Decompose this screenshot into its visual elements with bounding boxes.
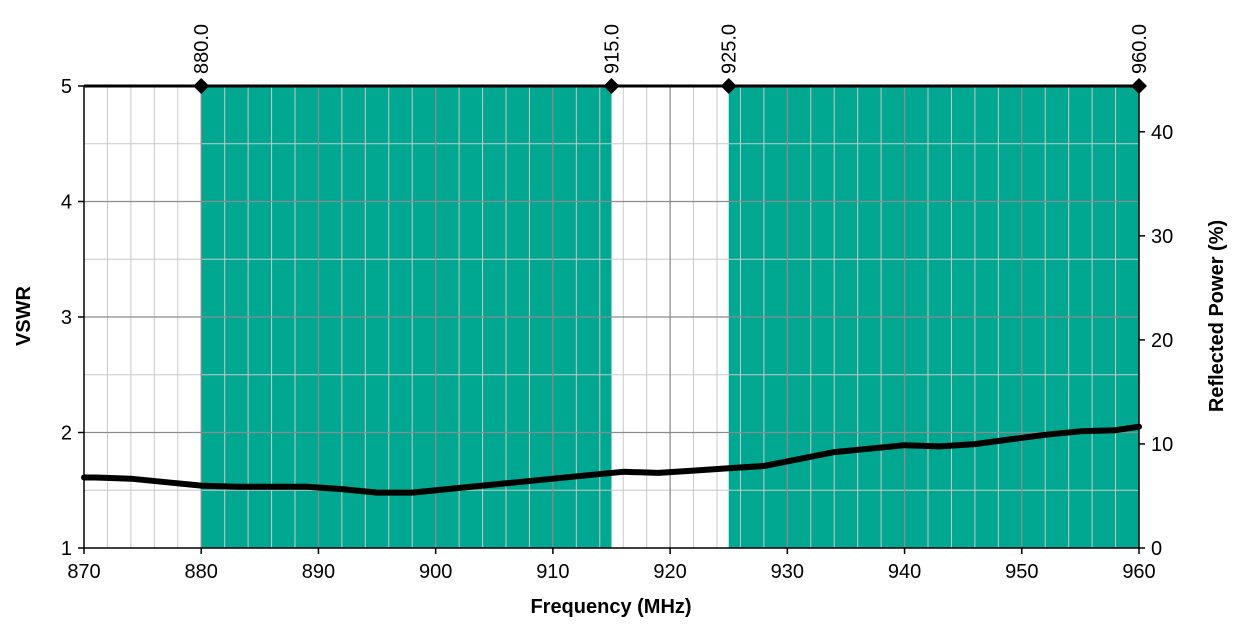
marker-label: 880.0 xyxy=(191,24,213,74)
x-tick-label: 890 xyxy=(302,561,335,583)
x-tick-label: 900 xyxy=(419,561,452,583)
vswr-series-line xyxy=(81,423,1142,496)
marker-diamond xyxy=(193,78,210,94)
grid-lines xyxy=(84,86,1139,548)
series-layer xyxy=(81,423,1142,496)
y-axis-title: VSWR xyxy=(13,285,35,346)
y-tick-label: 4 xyxy=(61,192,72,214)
x-tick-label: 920 xyxy=(653,561,686,583)
y2-tick-label: 40 xyxy=(1151,122,1173,144)
x-tick-label: 870 xyxy=(67,561,100,583)
y2-tick-label: 20 xyxy=(1151,330,1173,352)
tick-labels: 870 880 890 900 910 920 930 940 950 960 1 2 3 4 5 0 10 20… xyxy=(61,76,1173,583)
marker-diamond xyxy=(720,78,737,94)
x-tick-label: 960 xyxy=(1122,561,1155,583)
band-markers: 880.0 915.0 925.0 960.0 xyxy=(191,24,1151,94)
y2-tick-label: 10 xyxy=(1151,434,1173,456)
x-tick-label: 880 xyxy=(185,561,218,583)
y2-tick-label: 0 xyxy=(1151,538,1162,560)
marker-label: 915.0 xyxy=(602,24,624,74)
y2-axis-title: Reflected Power (%) xyxy=(1206,220,1228,412)
y-tick-label: 1 xyxy=(61,538,72,560)
marker-diamond xyxy=(1131,78,1147,94)
marker-diamond xyxy=(603,78,620,94)
y-tick-label: 5 xyxy=(61,76,72,98)
y2-tick-label: 30 xyxy=(1151,226,1173,248)
x-tick-label: 950 xyxy=(1005,561,1038,583)
y-tick-label: 2 xyxy=(61,423,72,445)
y-tick-label: 3 xyxy=(61,307,72,329)
marker-label: 925.0 xyxy=(719,24,741,74)
x-tick-label: 910 xyxy=(536,561,569,583)
x-axis-title: Frequency (MHz) xyxy=(530,596,691,618)
x-tick-label: 930 xyxy=(771,561,804,583)
marker-label: 960.0 xyxy=(1129,24,1151,74)
x-tick-label: 940 xyxy=(888,561,921,583)
